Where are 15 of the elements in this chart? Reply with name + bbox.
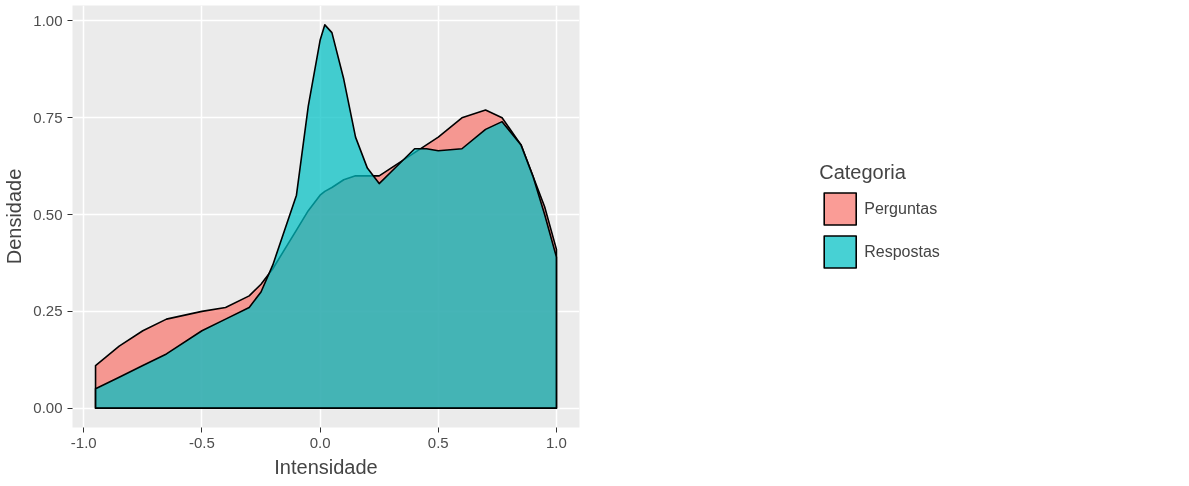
y-tick-label: 0.00 (33, 399, 63, 417)
legend-label: Perguntas (864, 199, 938, 218)
y-tick-label: 0.25 (33, 302, 63, 320)
x-axis-title: Intensidade (274, 455, 378, 478)
x-tick-label: 1.0 (546, 433, 567, 451)
x-tick-label: -0.5 (188, 433, 215, 451)
legend-title: Categoria (819, 160, 907, 184)
y-tick-label: 1.00 (33, 11, 63, 29)
y-axis-title: Densidade (3, 168, 26, 265)
x-tick-label: 0.0 (309, 433, 331, 451)
y-tick-label: 0.75 (33, 108, 63, 126)
x-tick-label: 0.5 (427, 433, 449, 451)
y-tick-label: 0.50 (33, 205, 63, 223)
x-tick-label: -1.0 (70, 433, 97, 451)
legend-label: Respostas (864, 242, 940, 261)
